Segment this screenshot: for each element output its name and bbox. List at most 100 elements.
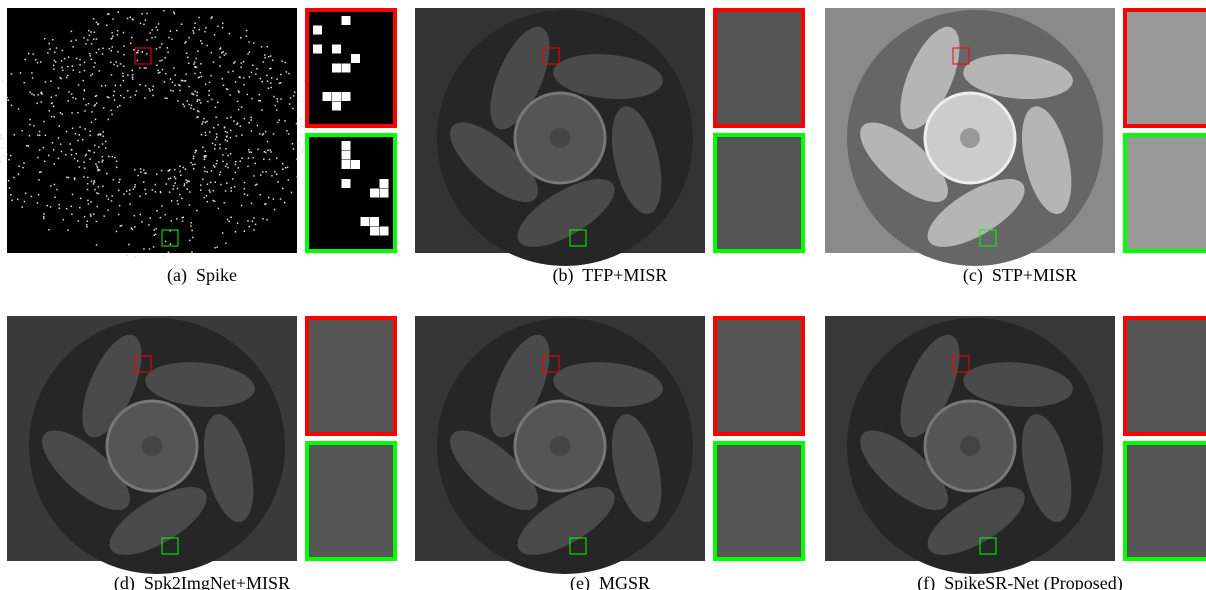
spike-dot (210, 182, 212, 184)
spike-dot (215, 139, 217, 141)
spike-dot (223, 85, 225, 87)
spike-dot (168, 178, 170, 180)
spike-dot (264, 54, 266, 56)
spike-pixel (351, 54, 360, 63)
spike-dot (192, 30, 194, 32)
spike-dot (53, 149, 55, 151)
spike-dot (133, 49, 135, 51)
spike-pixel (370, 189, 379, 198)
spike-dot (84, 110, 86, 112)
spike-dot (170, 31, 172, 33)
spike-dot (194, 27, 196, 29)
spike-dot (138, 50, 140, 52)
spike-dot (177, 100, 179, 102)
spike-dot (47, 52, 49, 54)
spike-dot (52, 39, 54, 41)
spike-dot (96, 244, 98, 246)
spike-dot (133, 188, 135, 190)
spike-dot (225, 131, 227, 133)
spike-dot (222, 161, 224, 163)
spike-dot (140, 214, 142, 216)
spike-dot (161, 170, 163, 172)
spike-dot (170, 90, 172, 92)
spike-dot (44, 38, 46, 40)
spike-dot (43, 213, 45, 215)
spike-dot (206, 195, 208, 197)
spike-dot (38, 179, 40, 181)
spike-dot (152, 89, 154, 91)
spike-dot (241, 62, 243, 64)
spike-dot (186, 100, 188, 102)
spike-dot (217, 26, 219, 28)
spike-dot (137, 175, 139, 177)
spike-dot (91, 181, 93, 183)
spike-dot (265, 131, 267, 133)
spike-dot (244, 231, 246, 233)
spike-dot (186, 53, 188, 55)
spike-dot (204, 197, 206, 199)
spike-dot (37, 157, 39, 159)
spike-dot (114, 91, 116, 93)
spike-dot (226, 132, 228, 134)
spike-dot (67, 75, 69, 77)
spike-dot (39, 149, 41, 151)
spike-dot (224, 127, 226, 129)
spike-dot (37, 134, 39, 136)
spike-dot (61, 113, 63, 115)
spike-dot (215, 144, 217, 146)
spike-dot (127, 18, 128, 20)
spike-dot (203, 156, 205, 158)
spike-dot (66, 77, 68, 79)
panel: (e) MGSR (415, 316, 803, 590)
spike-pixel (342, 141, 351, 150)
spike-dot (86, 224, 88, 226)
spike-dot (87, 177, 89, 179)
spike-dot (225, 53, 227, 55)
spike-dot (131, 70, 133, 72)
spike-dot (270, 55, 272, 57)
spike-dot (235, 161, 237, 163)
spike-dot (96, 192, 98, 194)
spike-dot (214, 34, 216, 36)
spike-dot (123, 193, 125, 195)
spike-pixel (370, 217, 379, 226)
spike-dot (204, 132, 206, 134)
spike-dot (24, 59, 26, 61)
spike-dot (207, 101, 209, 103)
spike-dot (101, 161, 103, 163)
spike-dot (219, 144, 221, 146)
spike-dot (195, 23, 197, 25)
spike-dot (211, 16, 213, 18)
spike-dot (241, 157, 243, 159)
spike-dot (172, 82, 174, 84)
spike-dot (106, 173, 108, 175)
spike-dot (98, 49, 100, 51)
spike-dot (241, 134, 243, 136)
spike-dot (123, 45, 125, 47)
spike-dot (149, 32, 151, 34)
spike-dot (214, 247, 216, 249)
spike-dot (39, 131, 41, 133)
spike-dot (146, 39, 148, 41)
spike-dot (96, 102, 98, 104)
spike-dot (244, 193, 246, 195)
spike-dot (194, 164, 196, 166)
spike-dot (225, 190, 227, 192)
spike-dot (110, 62, 112, 64)
spike-dot (96, 165, 98, 167)
spike-dot (77, 140, 79, 142)
spike-dot (40, 171, 42, 173)
spike-dot (261, 46, 263, 48)
spike-dot (172, 90, 174, 92)
spike-dot (117, 11, 119, 13)
spike-dot (204, 171, 206, 173)
spike-dot (200, 184, 202, 186)
spike-dot (195, 58, 197, 60)
spike-dot (236, 135, 238, 137)
spike-dot (87, 200, 89, 202)
spike-dot (144, 172, 146, 174)
spike-dot (56, 47, 58, 49)
spike-dot (253, 42, 255, 44)
spike-dot (199, 99, 201, 101)
caption: (f) SpikeSR-Net (Proposed) (917, 573, 1122, 590)
